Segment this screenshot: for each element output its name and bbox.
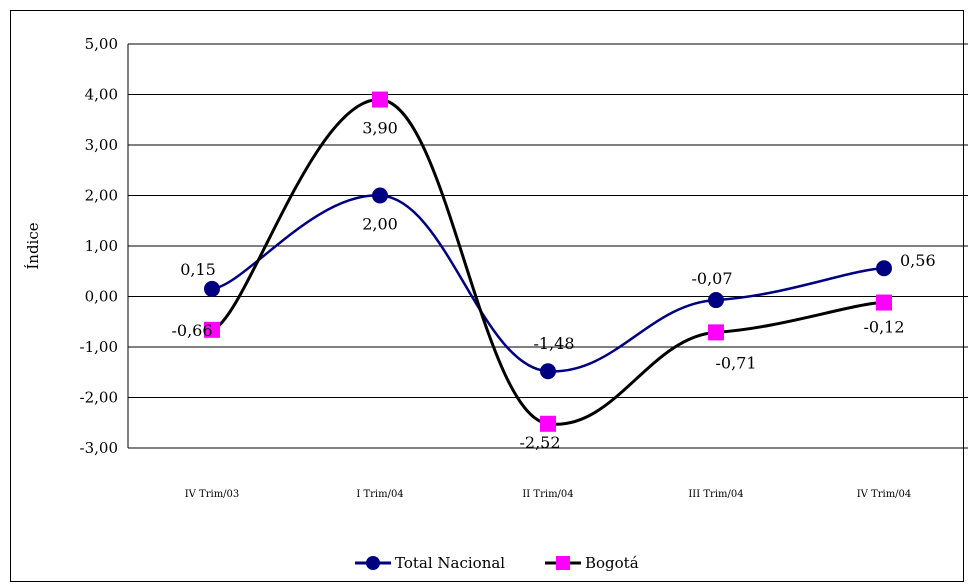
- data-point-total-nacional: [372, 187, 388, 204]
- series-lines: [211, 98, 885, 426]
- legend-marker: [366, 556, 380, 570]
- data-label: 0,15: [180, 260, 216, 279]
- x-tick-label: II Trim/04: [522, 489, 573, 500]
- data-point-bogota: [708, 324, 724, 341]
- y-axis-label: Índice: [24, 222, 42, 269]
- data-label: -0,07: [691, 269, 732, 288]
- data-point-bogota: [540, 415, 556, 432]
- y-tick-label: 3,00: [85, 136, 118, 154]
- data-point-total-nacional: [708, 292, 724, 309]
- data-point-total-nacional: [204, 280, 220, 297]
- y-tick-label: 0,00: [85, 288, 118, 306]
- legend-marker: [556, 556, 570, 570]
- data-label: -0,71: [715, 353, 756, 372]
- y-axis-ticks: -3,00 -2,00 -1,00 0,00 1,00 2,00 3,00 4,00 5,00: [80, 35, 118, 457]
- x-tick-label: III Trim/04: [688, 489, 743, 500]
- series-line-0: [211, 194, 885, 373]
- data-label: 2,00: [362, 215, 398, 234]
- data-point-bogota: [204, 321, 220, 338]
- y-tick-label: -1,00: [80, 338, 118, 356]
- legend: Total Nacional Bogotá: [355, 554, 639, 572]
- y-tick-label: 4,00: [85, 86, 118, 104]
- x-tick-label: IV Trim/03: [185, 489, 240, 500]
- y-tick-label: 5,00: [85, 35, 118, 53]
- data-label: -1,48: [533, 334, 574, 353]
- y-tick-label: 2,00: [85, 187, 118, 205]
- data-label: -0,12: [863, 318, 904, 337]
- x-tick-label: I Trim/04: [356, 489, 403, 500]
- series-markers: [204, 91, 892, 432]
- data-point-bogota: [372, 91, 388, 108]
- legend-entry: Total Nacional: [395, 554, 505, 572]
- data-point-total-nacional: [876, 260, 892, 277]
- series-line-1: [211, 98, 885, 426]
- data-label: 3,90: [362, 119, 398, 138]
- x-axis-ticks: IV Trim/03 I Trim/04 II Trim/04 III Trim/04…: [185, 489, 912, 500]
- data-point-total-nacional: [540, 363, 556, 380]
- y-tick-label: -2,00: [80, 389, 118, 407]
- data-labels: 0,15 2,00 -1,48 -0,07 0,56 -0,66 3,90 -2,52 -0,7…: [171, 119, 935, 452]
- data-label: -0,66: [171, 321, 212, 340]
- data-point-bogota: [876, 294, 892, 311]
- legend-entry: Bogotá: [585, 554, 639, 572]
- data-label: -2,52: [519, 433, 560, 452]
- y-tick-label: 1,00: [85, 237, 118, 255]
- data-label: 0,56: [900, 251, 936, 270]
- x-tick-label: IV Trim/04: [857, 489, 912, 500]
- y-tick-label: -3,00: [80, 439, 118, 457]
- grid-lines: [127, 43, 968, 449]
